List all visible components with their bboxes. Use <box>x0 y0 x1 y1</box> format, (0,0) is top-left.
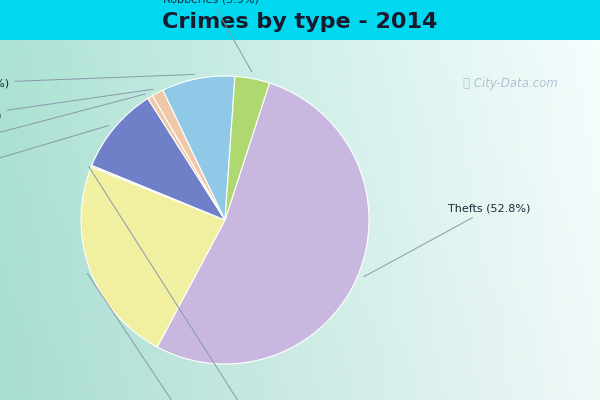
Text: Thefts (52.8%): Thefts (52.8%) <box>364 204 530 277</box>
Text: Murders (0.2%): Murders (0.2%) <box>89 167 311 400</box>
Wedge shape <box>163 76 235 220</box>
Wedge shape <box>152 90 225 220</box>
Wedge shape <box>92 98 225 220</box>
Wedge shape <box>157 83 369 364</box>
Wedge shape <box>148 96 225 220</box>
Wedge shape <box>225 76 269 220</box>
Text: Burglaries (23.2%): Burglaries (23.2%) <box>88 274 256 400</box>
Wedge shape <box>81 167 225 347</box>
Text: Crimes by type - 2014: Crimes by type - 2014 <box>163 12 437 32</box>
Text: ⓘ City-Data.com: ⓘ City-Data.com <box>463 77 557 90</box>
Text: Arson (0.6%): Arson (0.6%) <box>0 94 145 150</box>
Text: Assaults (8.2%): Assaults (8.2%) <box>0 74 194 88</box>
Text: Auto thefts (9.8%): Auto thefts (9.8%) <box>0 126 109 182</box>
Text: Rapes (1.3%): Rapes (1.3%) <box>0 89 153 121</box>
Text: Robberies (3.9%): Robberies (3.9%) <box>163 0 259 72</box>
Wedge shape <box>91 165 225 220</box>
